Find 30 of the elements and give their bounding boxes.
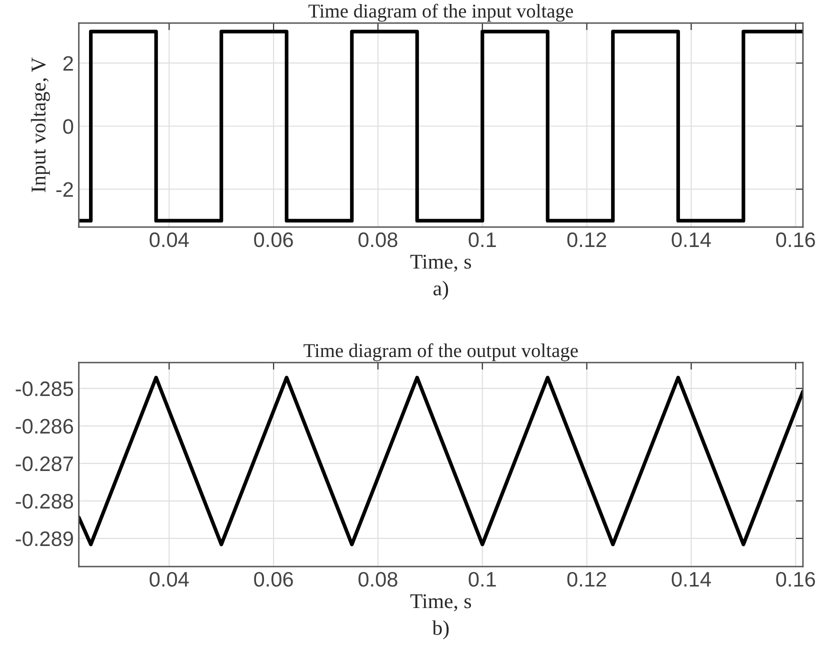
y-tick-label: -0.286 [16, 418, 74, 434]
text: a) [434, 280, 448, 300]
x-axis-title: Time, s [410, 594, 472, 612]
x-tick-label: 0.04 [150, 232, 189, 248]
x-tick-label: 0.06 [254, 232, 293, 248]
x-tick-label: 0.1 [468, 232, 496, 248]
y-tick-label: -0.289 [16, 531, 73, 546]
x-tick-label: 0.14 [672, 232, 711, 248]
y-tick-label: 0 [63, 119, 74, 134]
x-tick-label: 0.08 [358, 572, 398, 587]
y-tick-label: -0.288 [16, 494, 74, 509]
chart-title: Time diagram of the output voltage [304, 343, 578, 362]
x-axis-title: Time, s [410, 254, 472, 272]
y-tick-label: 2 [63, 56, 73, 71]
y-axis-title: Input voltage, V [30, 57, 50, 192]
x-tick-label: 0.04 [150, 572, 189, 587]
text: b) [432, 620, 449, 640]
y-tick-label: -0.287 [16, 456, 73, 472]
chart-title: Time diagram of the input voltage [308, 4, 573, 22]
x-tick-label: 0.06 [254, 572, 293, 587]
x-tick-label: 0.08 [358, 232, 398, 248]
x-tick-label: 0.16 [776, 572, 815, 587]
y-tick-label: -0.285 [16, 381, 74, 396]
line-series [78, 376, 803, 546]
y-tick-label: -2 [56, 182, 73, 197]
x-tick-label: 0.1 [468, 572, 496, 587]
x-tick-label: 0.12 [567, 572, 606, 587]
x-tick-label: 0.14 [672, 572, 711, 587]
x-tick-label: 0.16 [776, 232, 815, 248]
x-tick-label: 0.12 [567, 232, 606, 248]
